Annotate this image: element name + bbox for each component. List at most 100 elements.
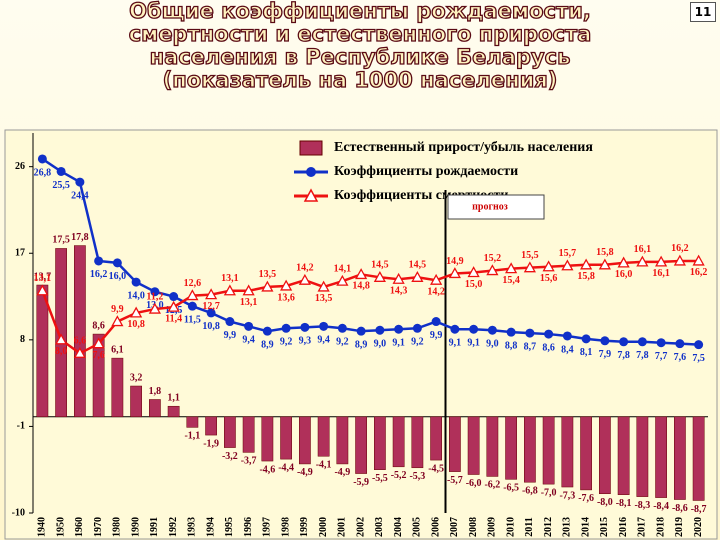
point-label: 16,2 [671,243,689,254]
point-label: 9,2 [280,337,293,348]
point [523,261,536,273]
point [112,258,122,268]
point [300,322,310,332]
bar-label: -6,5 [503,483,519,494]
point-label: 7,6 [674,352,687,363]
bar-label: -1,1 [184,431,200,442]
point [187,301,197,311]
point-label: 8,0 [55,346,68,357]
point [430,273,443,285]
point [337,323,347,333]
bar-label: -5,5 [372,473,388,484]
x-tick-label: 1997 [262,517,273,537]
x-tick-label: 1980 [112,517,123,537]
bar-label: 17,5 [52,235,70,246]
point-label: 13,6 [277,292,295,303]
point [111,315,124,327]
point [505,262,518,274]
point-label: 8,6 [542,342,555,353]
point-label: 10,8 [127,319,145,330]
title-line: смертности и естественного прироста [128,22,592,46]
point-label: 9,1 [392,338,405,349]
bar [580,416,592,491]
point-label: 15,0 [465,279,483,290]
point-label: 12,6 [184,278,202,289]
bar [224,416,236,448]
bar [36,284,49,418]
point [544,329,554,339]
bar-label: -8,3 [634,500,650,511]
title-line: Общие коэффициенты рождаемости, [129,0,592,23]
x-tick-label: 1970 [93,517,104,537]
point [336,274,349,286]
bar-label: 1,8 [149,386,162,397]
point-label: 25,5 [52,180,70,191]
bar-label: -4,6 [259,464,275,475]
point [562,331,572,341]
point-label: 8,8 [505,340,518,351]
bar [280,416,292,460]
bar-label: -3,7 [241,456,257,467]
bar [111,357,124,418]
bar [205,416,217,436]
bar [449,416,461,472]
x-tick-label: 2004 [393,517,404,537]
point [356,326,366,336]
point-label: 10,8 [202,321,220,332]
x-tick-label: 1995 [224,517,235,537]
x-tick-label: 2008 [468,517,479,537]
bar [242,416,255,453]
point [600,336,610,346]
point-label: 14,2 [427,286,445,297]
bar-label: -5,9 [353,477,369,488]
bar [186,416,199,428]
point [244,321,254,331]
point-label: 8,9 [355,339,368,350]
point [37,154,47,164]
bar [636,416,649,497]
legend-swatch [299,140,323,156]
point [242,284,255,296]
point [694,340,704,350]
point [375,325,385,335]
bar [74,245,86,418]
title: Общие коэффициенты рождаемости, смертнос… [40,0,680,92]
point [525,328,535,338]
title-line: населения в Республике Беларусь [149,45,571,69]
point-label: 9,2 [336,337,349,348]
bar [261,416,274,462]
point-label: 16,2 [690,267,708,278]
point [394,324,404,334]
point [186,289,199,301]
annotation: прогноз [472,201,508,212]
x-tick-label: 1996 [243,517,254,537]
bar [617,416,630,495]
bar-label: 8,6 [92,320,105,331]
bar [486,416,499,477]
point-label: 7,8 [636,350,649,361]
x-tick-label: 1960 [74,517,85,537]
point-label: 9,9 [224,330,237,341]
bar [430,416,442,461]
point [75,177,85,187]
point-label: 9,0 [486,339,499,350]
x-tick-label: 2014 [580,517,591,537]
x-tick-label: 2009 [487,517,498,537]
point [225,317,235,327]
point [373,270,386,282]
point [223,284,236,296]
point [281,323,291,333]
point [619,337,629,347]
bar [692,416,705,501]
bar-label: -8,0 [597,497,613,508]
point [298,273,311,285]
point [94,256,104,266]
point [261,280,274,292]
point-label: 9,4 [317,335,330,346]
bar-label: 1,1 [167,393,180,404]
point-label: 9,2 [411,337,424,348]
point [487,325,497,335]
point [637,337,647,347]
point [656,338,666,348]
bar-label: 3,2 [130,372,143,383]
